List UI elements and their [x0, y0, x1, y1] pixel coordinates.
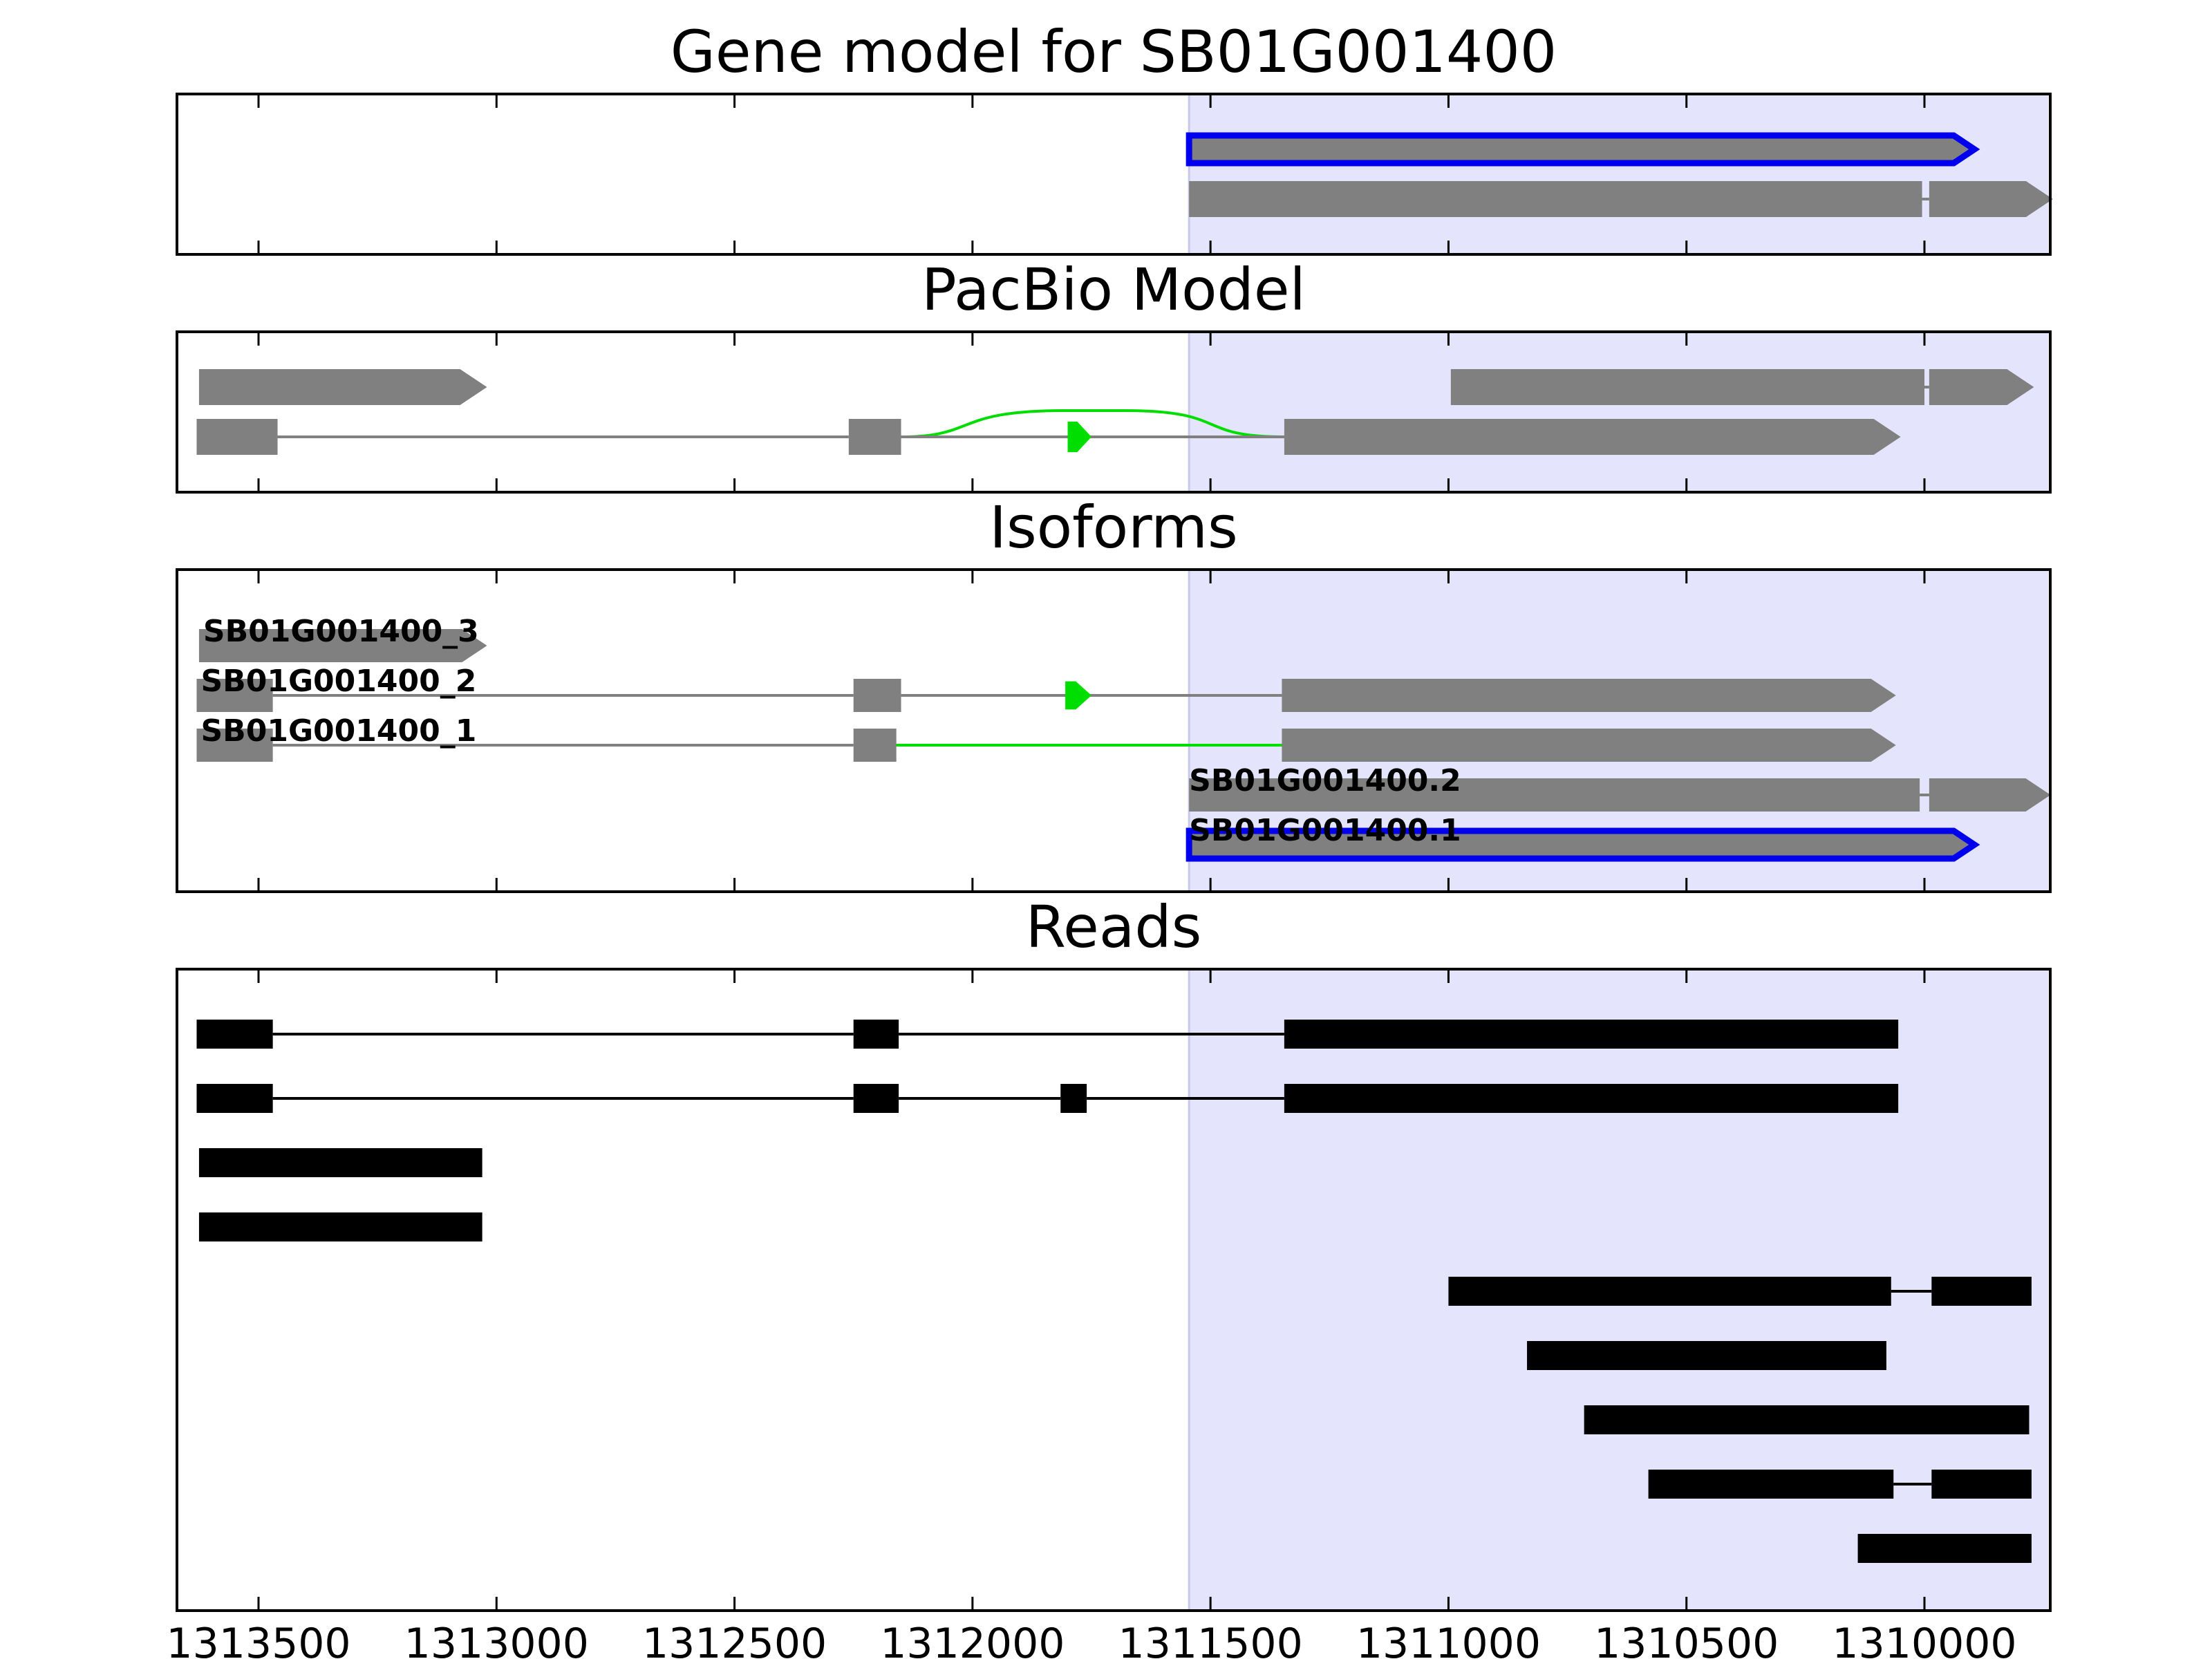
novel-exon [1065, 681, 1091, 710]
read-block [853, 1084, 899, 1113]
exon-block [848, 419, 901, 455]
read-block [1857, 1534, 2032, 1563]
pacbio-model-title: PacBio Model [921, 256, 1306, 324]
selected-exon [1185, 132, 1980, 167]
novel-splice-arc [901, 409, 1284, 438]
read-block [1931, 1277, 2032, 1306]
read-block [1584, 1405, 2030, 1434]
exon-block [853, 729, 897, 762]
exon-block [1284, 419, 1901, 455]
read-block [1060, 1084, 1087, 1113]
x-tick-label: 1311500 [1118, 1620, 1303, 1659]
exon-block [196, 729, 273, 762]
gene-model-panel: Gene model for SB01G001400 [176, 18, 2053, 256]
x-tick-label: 1312000 [880, 1620, 1065, 1659]
x-tick-label: 1313000 [404, 1620, 589, 1659]
x-tick-label: 1313500 [166, 1620, 350, 1659]
x-axis-tick-labels: 1313500 1313000 1312500 1312000 1311500 13110… [166, 1620, 2016, 1659]
exon-block [1189, 778, 1920, 812]
exon-block [853, 679, 901, 712]
isoform-label: SB01G001400.1 [1189, 813, 1461, 848]
panel-frame [176, 568, 2052, 893]
isoform-label: SB01G001400.2 [1189, 763, 1461, 798]
read-block [1448, 1277, 1891, 1306]
exon-block [1189, 181, 1922, 217]
read-block [1931, 1470, 2032, 1499]
read-block [198, 1212, 482, 1241]
x-tick-label: 1310000 [1832, 1620, 2016, 1659]
read-block [1284, 1020, 1899, 1049]
exon-block [1929, 778, 2051, 812]
isoforms-title: Isoforms [989, 494, 1238, 561]
read-block [1648, 1470, 1894, 1499]
x-tick-label: 1310500 [1594, 1620, 1779, 1659]
panel-frame [176, 968, 2052, 1612]
reads-panel: Reads 1313500 1313000 1312500 1312000 131150… [166, 893, 2052, 1659]
exon-block [1450, 369, 1924, 405]
exon-block [1929, 369, 2034, 405]
exon-block [196, 679, 273, 712]
highlight-region [1189, 332, 2049, 492]
panel-frame [176, 93, 2052, 256]
read-block [196, 1084, 273, 1113]
read-block [1527, 1341, 1886, 1370]
exon-block [198, 369, 487, 405]
highlight-region [1189, 94, 2049, 254]
exon-block [198, 629, 487, 662]
x-tick-label: 1312500 [642, 1620, 827, 1659]
pacbio-model-panel: PacBio Model [176, 256, 2052, 494]
novel-exon [1067, 421, 1091, 453]
selected-exon [1185, 827, 1980, 862]
exon-block [196, 419, 278, 455]
isoform-label: SB01G001400_1 [200, 713, 476, 749]
read-block [853, 1020, 899, 1049]
isoform-label: SB01G001400_3 [203, 614, 479, 649]
isoforms-panel: SB01G001400_3 SB01G001400_2 SB01G001400_1 S… [176, 494, 2052, 893]
reads-title: Reads [1026, 893, 1202, 961]
exon-block [1929, 181, 2053, 217]
exon-block [1282, 729, 1896, 762]
panel-frame [176, 330, 2052, 494]
read-block [1284, 1084, 1899, 1113]
x-tick-label: 1311000 [1356, 1620, 1541, 1659]
read-block [196, 1020, 273, 1049]
read-block [198, 1148, 482, 1177]
gene-model-title: Gene model for SB01G001400 [671, 18, 1557, 86]
exon-block [1282, 679, 1896, 712]
isoform-label: SB01G001400_2 [200, 664, 476, 699]
